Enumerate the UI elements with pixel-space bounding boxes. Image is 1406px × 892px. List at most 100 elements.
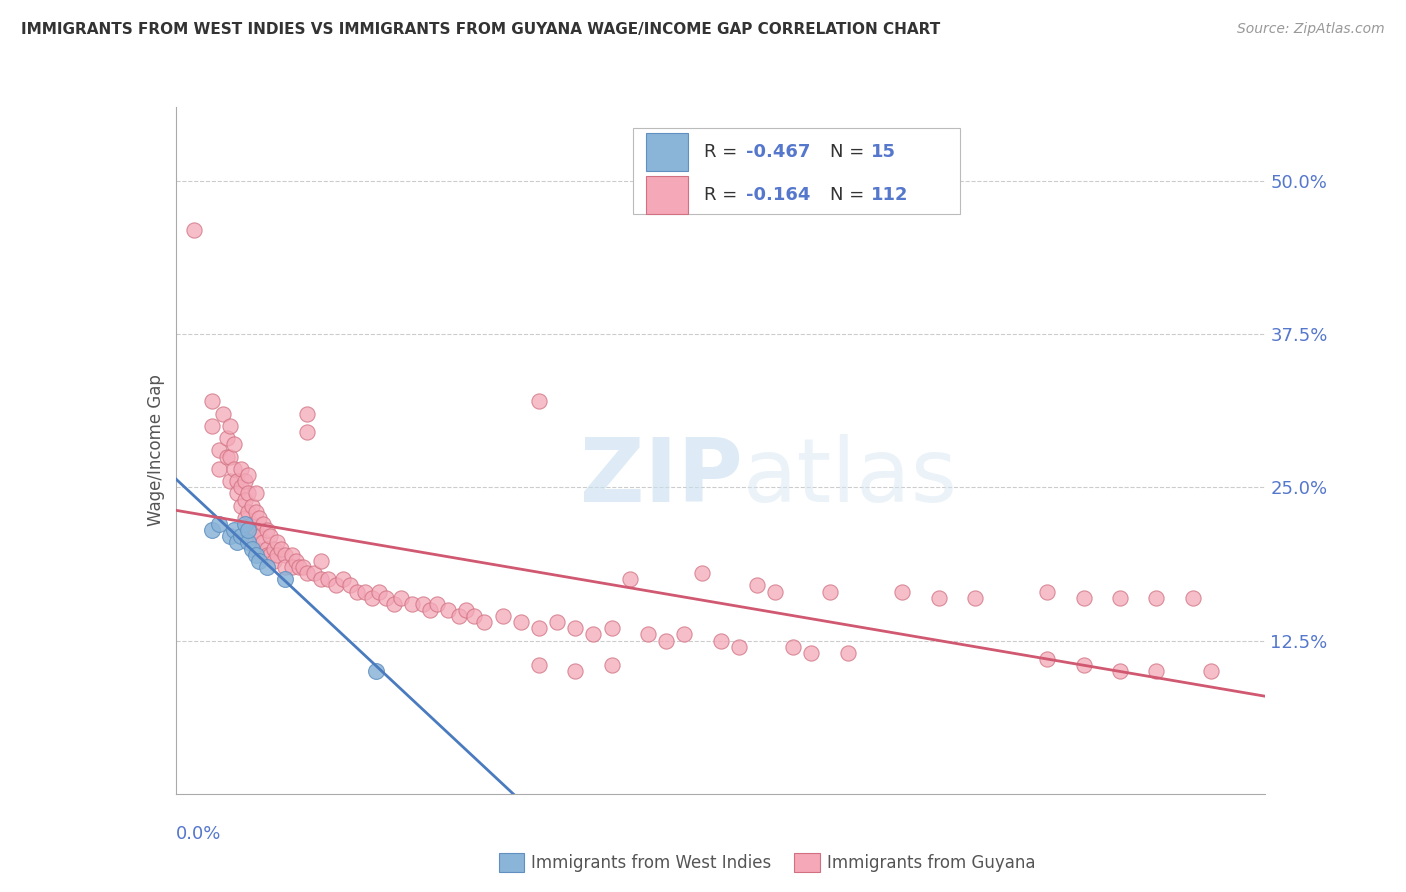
Point xyxy=(800,646,823,660)
Text: 15: 15 xyxy=(870,143,896,161)
Point xyxy=(240,529,263,543)
Point xyxy=(600,658,623,673)
Point xyxy=(245,486,267,500)
Point xyxy=(274,560,297,574)
Text: R =: R = xyxy=(704,143,744,161)
Text: 0.0%: 0.0% xyxy=(176,825,221,843)
Point xyxy=(263,554,285,568)
Point xyxy=(274,572,297,586)
Point xyxy=(673,627,696,641)
Text: IMMIGRANTS FROM WEST INDIES VS IMMIGRANTS FROM GUYANA WAGE/INCOME GAP CORRELATIO: IMMIGRANTS FROM WEST INDIES VS IMMIGRANT… xyxy=(21,22,941,37)
Point xyxy=(256,541,278,556)
Point xyxy=(231,499,253,513)
Point xyxy=(215,450,238,464)
Point xyxy=(401,597,423,611)
Point xyxy=(928,591,950,605)
Point xyxy=(274,548,297,562)
Point xyxy=(219,474,242,488)
Point xyxy=(222,437,245,451)
Point xyxy=(222,462,245,476)
Point xyxy=(208,462,231,476)
Point xyxy=(382,597,405,611)
Point xyxy=(226,474,249,488)
Point xyxy=(745,578,768,592)
Text: 112: 112 xyxy=(870,186,908,203)
Point xyxy=(692,566,714,581)
Point xyxy=(456,603,478,617)
Point xyxy=(353,584,375,599)
Point xyxy=(247,529,270,543)
Point xyxy=(426,597,449,611)
Point xyxy=(655,633,678,648)
Point xyxy=(245,548,267,562)
Point xyxy=(245,505,267,519)
Point xyxy=(364,664,387,679)
Point xyxy=(1146,591,1168,605)
Point xyxy=(252,517,274,532)
Point xyxy=(281,548,304,562)
Text: N =: N = xyxy=(830,186,869,203)
Point xyxy=(238,467,260,482)
Point xyxy=(447,609,470,624)
Point xyxy=(1073,658,1095,673)
Point xyxy=(1073,591,1095,605)
Point xyxy=(637,627,659,641)
Point xyxy=(360,591,382,605)
Point xyxy=(270,541,292,556)
FancyBboxPatch shape xyxy=(647,176,688,213)
Point xyxy=(389,591,412,605)
Point xyxy=(309,554,332,568)
Point xyxy=(212,407,235,421)
Point xyxy=(1109,664,1132,679)
Point xyxy=(240,499,263,513)
Point xyxy=(295,425,318,439)
Point xyxy=(963,591,986,605)
Point xyxy=(281,560,304,574)
Point xyxy=(346,584,368,599)
Point xyxy=(1181,591,1204,605)
Point xyxy=(302,566,325,581)
Text: -0.467: -0.467 xyxy=(745,143,810,161)
Text: N =: N = xyxy=(830,143,869,161)
Text: Source: ZipAtlas.com: Source: ZipAtlas.com xyxy=(1237,22,1385,37)
Text: R =: R = xyxy=(704,186,744,203)
Point xyxy=(219,450,242,464)
Point xyxy=(263,541,285,556)
Point xyxy=(201,419,224,434)
Text: Immigrants from West Indies: Immigrants from West Indies xyxy=(531,854,772,871)
Point xyxy=(325,578,347,592)
Point xyxy=(837,646,859,660)
Point xyxy=(259,548,281,562)
Point xyxy=(208,517,231,532)
Y-axis label: Wage/Income Gap: Wage/Income Gap xyxy=(146,375,165,526)
Point xyxy=(375,591,398,605)
Point xyxy=(295,566,318,581)
Text: ZIP: ZIP xyxy=(579,434,742,522)
Point xyxy=(710,633,733,648)
Point xyxy=(231,480,253,494)
Point xyxy=(295,407,318,421)
Point xyxy=(1199,664,1222,679)
Point xyxy=(332,572,354,586)
Point xyxy=(183,222,205,236)
Point xyxy=(247,511,270,525)
Point xyxy=(222,523,245,537)
Point xyxy=(201,394,224,409)
Point xyxy=(259,529,281,543)
Text: atlas: atlas xyxy=(742,434,957,522)
Point xyxy=(727,640,749,654)
Point xyxy=(233,492,256,507)
Point xyxy=(215,431,238,445)
Point xyxy=(419,603,441,617)
Point xyxy=(219,419,242,434)
Point xyxy=(368,584,391,599)
Point xyxy=(219,529,242,543)
Point xyxy=(564,664,586,679)
Point xyxy=(238,535,260,549)
Point xyxy=(564,621,586,635)
FancyBboxPatch shape xyxy=(647,133,688,170)
Point xyxy=(1036,584,1059,599)
Point xyxy=(226,486,249,500)
Point xyxy=(339,578,361,592)
Point xyxy=(527,658,550,673)
